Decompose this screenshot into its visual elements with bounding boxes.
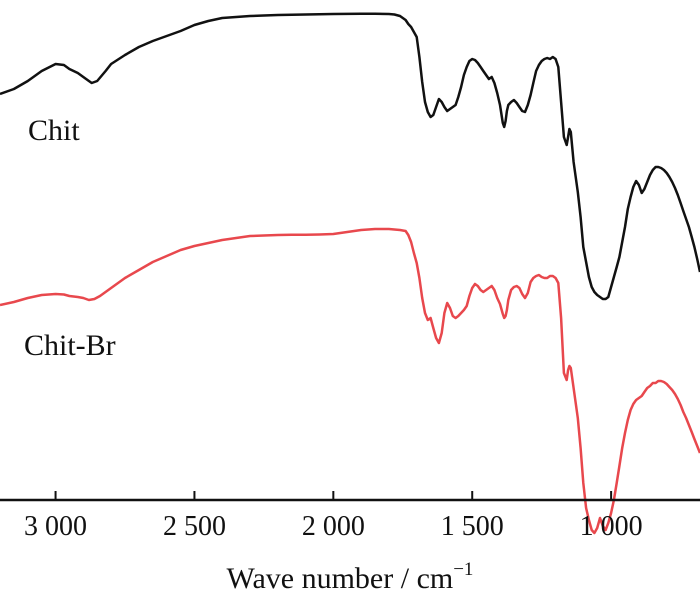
x-axis-title-main: Wave number / cm [227, 562, 454, 595]
x-tick-label-3000: 3 000 [24, 511, 87, 542]
series-line-chit [0, 12, 700, 301]
x-axis-title-superscript: −1 [453, 559, 473, 580]
series-label-chit-br: Chit-Br [24, 329, 116, 362]
series-label-chit: Chit [28, 114, 80, 147]
x-tick-label-1500: 1 500 [441, 511, 504, 542]
x-tick-label-2000: 2 000 [302, 511, 365, 542]
x-tick-label-2500: 2 500 [163, 511, 226, 542]
plot-layer [0, 12, 700, 535]
x-tick-label-1000: 1 000 [580, 511, 643, 542]
x-axis-title: Wave number / cm−1 [227, 559, 474, 595]
x-ticks: 3 000 2 500 2 000 1 500 1 000 [24, 491, 643, 542]
series-line-chit-br [0, 227, 700, 535]
